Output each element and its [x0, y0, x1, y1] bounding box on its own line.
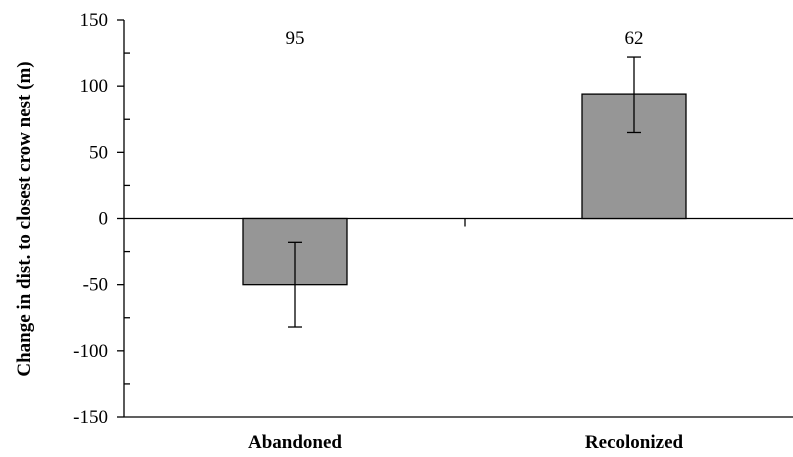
x-category-label: Recolonized	[585, 432, 684, 453]
y-tick-label: 0	[99, 209, 109, 230]
y-axis-title: Change in dist. to closest crow nest (m)	[14, 61, 35, 376]
y-tick-label: -50	[83, 275, 108, 296]
x-category-label: Abandoned	[248, 432, 342, 453]
y-tick-label: 150	[80, 10, 109, 31]
sample-size-label: 95	[286, 28, 305, 49]
y-tick-label: -100	[73, 341, 108, 362]
y-tick-label: -150	[73, 407, 108, 428]
sample-size-label: 62	[625, 28, 644, 49]
y-tick-label: 50	[89, 142, 108, 163]
plot-area: 150 100 50 0 -50 -100 -150 95 Abandoned 62 Recolon…	[73, 10, 793, 453]
y-tick-label: 100	[80, 76, 109, 97]
